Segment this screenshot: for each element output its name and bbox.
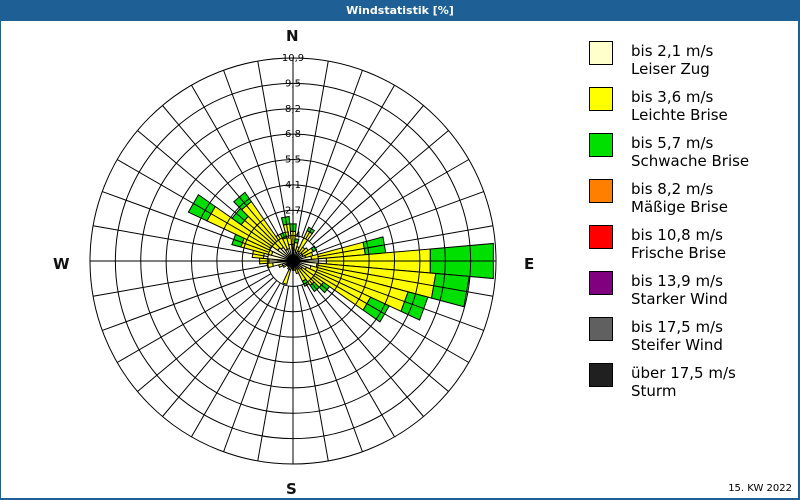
grid-spoke xyxy=(316,269,484,331)
legend-class-label: Schwache Brise xyxy=(631,152,750,170)
grid-spoke xyxy=(314,273,470,363)
legend-speed-label: bis 2,1 m/s xyxy=(631,42,714,60)
ring-label: 9,5 xyxy=(285,78,301,89)
legend-swatch xyxy=(589,41,613,65)
legend-class-label: Leichte Brise xyxy=(631,106,728,124)
legend-speed-label: bis 3,6 m/s xyxy=(631,88,714,106)
grid-spoke xyxy=(314,159,470,249)
legend-swatch xyxy=(589,179,613,203)
grid-spoke xyxy=(137,276,274,392)
legend-swatch xyxy=(589,363,613,387)
grid-spoke xyxy=(137,130,274,246)
compass-west-label: W xyxy=(53,255,70,273)
grid-spoke xyxy=(308,105,424,242)
grid-spoke xyxy=(301,70,363,238)
legend-swatch xyxy=(589,87,613,111)
grid-spoke xyxy=(92,264,269,297)
wind-rose-bar-segment xyxy=(310,245,318,253)
grid-spoke xyxy=(312,276,449,392)
compass-north-label: N xyxy=(286,27,299,45)
legend-swatch xyxy=(589,317,613,341)
chart-panel: 1,4 2,7 4,1 5,5 6,8 8,2 9,5 10,9 N E S W bis 2,… xyxy=(1,21,798,498)
week-label: 15. KW 2022 xyxy=(728,483,792,494)
ring-label: 2,7 xyxy=(285,205,301,216)
legend-class-label: Mäßige Brise xyxy=(631,198,728,216)
legend-class-label: Steifer Wind xyxy=(631,336,723,354)
grid-spoke xyxy=(305,282,395,438)
grid-spoke xyxy=(191,84,281,240)
ring-label: 6,8 xyxy=(285,129,301,140)
wind-rose-bar-segment xyxy=(294,238,300,244)
legend-speed-label: bis 17,5 m/s xyxy=(631,318,723,336)
grid-spoke xyxy=(162,105,278,242)
legend-class-label: Starker Wind xyxy=(631,290,728,308)
grid-spoke xyxy=(92,225,269,258)
chart-title: Windstatistik [%] xyxy=(0,0,800,20)
ring-label: 5,5 xyxy=(285,155,301,166)
grid-spoke xyxy=(257,285,290,462)
compass-south-label: S xyxy=(286,480,297,498)
ring-label: 4,1 xyxy=(285,180,301,191)
grid-spoke xyxy=(102,191,270,253)
grid-spoke xyxy=(223,284,285,452)
center-hub xyxy=(288,256,298,266)
grid-spoke xyxy=(316,191,484,253)
legend-speed-label: über 17,5 m/s xyxy=(631,364,736,382)
wind-rose-bar-segment xyxy=(282,268,292,286)
legend-speed-label: bis 5,7 m/s xyxy=(631,134,714,152)
grid-spoke xyxy=(305,84,395,240)
legend-swatch xyxy=(589,225,613,249)
grid-spoke xyxy=(317,264,494,297)
grid-spoke xyxy=(116,159,272,249)
grid-spoke xyxy=(301,284,363,452)
legend-speed-label: bis 8,2 m/s xyxy=(631,180,714,198)
legend-speed-label: bis 13,9 m/s xyxy=(631,272,723,290)
legend-class-label: Frische Brise xyxy=(631,244,727,262)
legend-swatch xyxy=(589,271,613,295)
legend-swatch xyxy=(589,133,613,157)
ring-label: 8,2 xyxy=(285,104,301,115)
grid-spoke xyxy=(317,225,494,258)
legend-class-label: Sturm xyxy=(631,382,677,400)
grid-spoke xyxy=(191,282,281,438)
ring-label: 10,9 xyxy=(282,53,304,64)
grid-spoke xyxy=(223,70,285,238)
grid-spoke xyxy=(308,280,424,417)
wind-rose-bar-segment xyxy=(430,272,470,308)
grid-spoke xyxy=(296,60,329,237)
legend-class-label: Leiser Zug xyxy=(631,60,710,78)
compass-east-label: E xyxy=(524,255,535,273)
legend-speed-label: bis 10,8 m/s xyxy=(631,226,723,244)
grid-spoke xyxy=(102,269,270,331)
grid-spoke xyxy=(116,273,272,363)
wind-rose-bar-segment xyxy=(400,291,429,321)
wind-rose-chart: 1,4 2,7 4,1 5,5 6,8 8,2 9,5 10,9 xyxy=(89,53,497,465)
grid-spoke xyxy=(162,280,278,417)
grid-spoke xyxy=(257,60,290,237)
grid-spoke xyxy=(312,130,449,246)
ring-label: 1,4 xyxy=(285,231,301,242)
grid-spoke xyxy=(296,285,329,462)
